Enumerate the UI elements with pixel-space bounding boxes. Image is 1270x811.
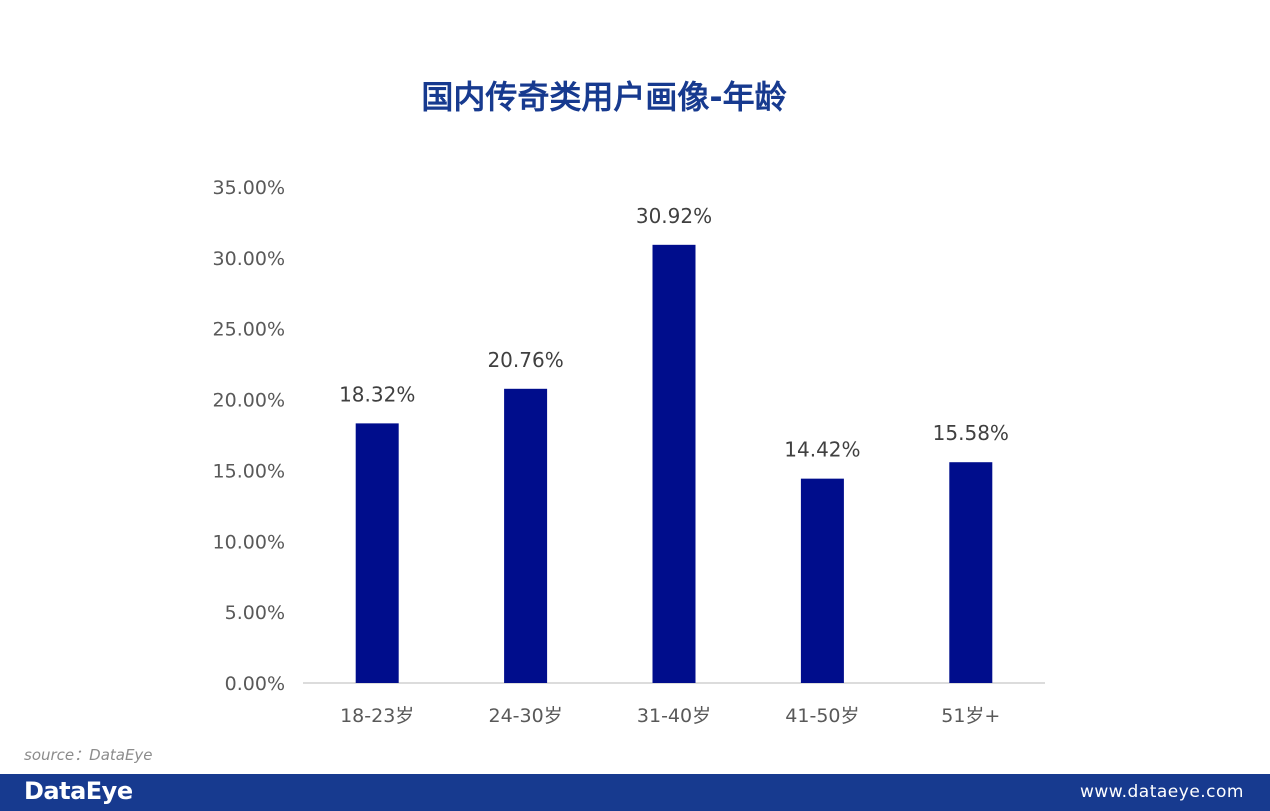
data-label: 18.32% (339, 382, 415, 406)
y-tick-label: 35.00% (213, 177, 285, 199)
bar (800, 478, 844, 683)
bar (355, 423, 399, 683)
data-label: 15.58% (933, 421, 1009, 445)
y-tick-label: 30.00% (213, 248, 285, 270)
data-label: 14.42% (784, 438, 860, 462)
x-tick-label: 41-50岁 (785, 705, 859, 727)
footer-url-link[interactable]: www.dataeye.com (1079, 782, 1244, 802)
chart-title: 国内传奇类用户画像-年龄 (421, 78, 787, 116)
x-tick-label: 18-23岁 (340, 705, 414, 727)
data-label: 20.76% (487, 348, 563, 372)
x-tick-label: 31-40岁 (637, 705, 711, 727)
bar-chart: 0.00% 5.00% 10.00% 15.00% 20.00% 25.00% 30.00%… (213, 177, 1045, 727)
footer-bar: DataEye www.dataeye.com (0, 774, 1270, 811)
brand-logo[interactable]: DataEye (24, 777, 133, 805)
x-tick-label: 24-30岁 (488, 705, 562, 727)
y-tick-label: 10.00% (213, 531, 285, 553)
x-tick-label: 51岁+ (941, 705, 1000, 727)
bar (504, 388, 548, 683)
y-tick-label: 20.00% (213, 390, 285, 412)
source-note: source：DataEye (24, 746, 153, 764)
y-tick-label: 15.00% (213, 460, 285, 482)
y-tick-label: 25.00% (213, 319, 285, 341)
y-tick-label: 5.00% (225, 602, 285, 624)
data-label: 30.92% (636, 204, 712, 228)
y-tick-label: 0.00% (225, 673, 285, 695)
bar (652, 244, 696, 683)
bar (949, 462, 993, 683)
